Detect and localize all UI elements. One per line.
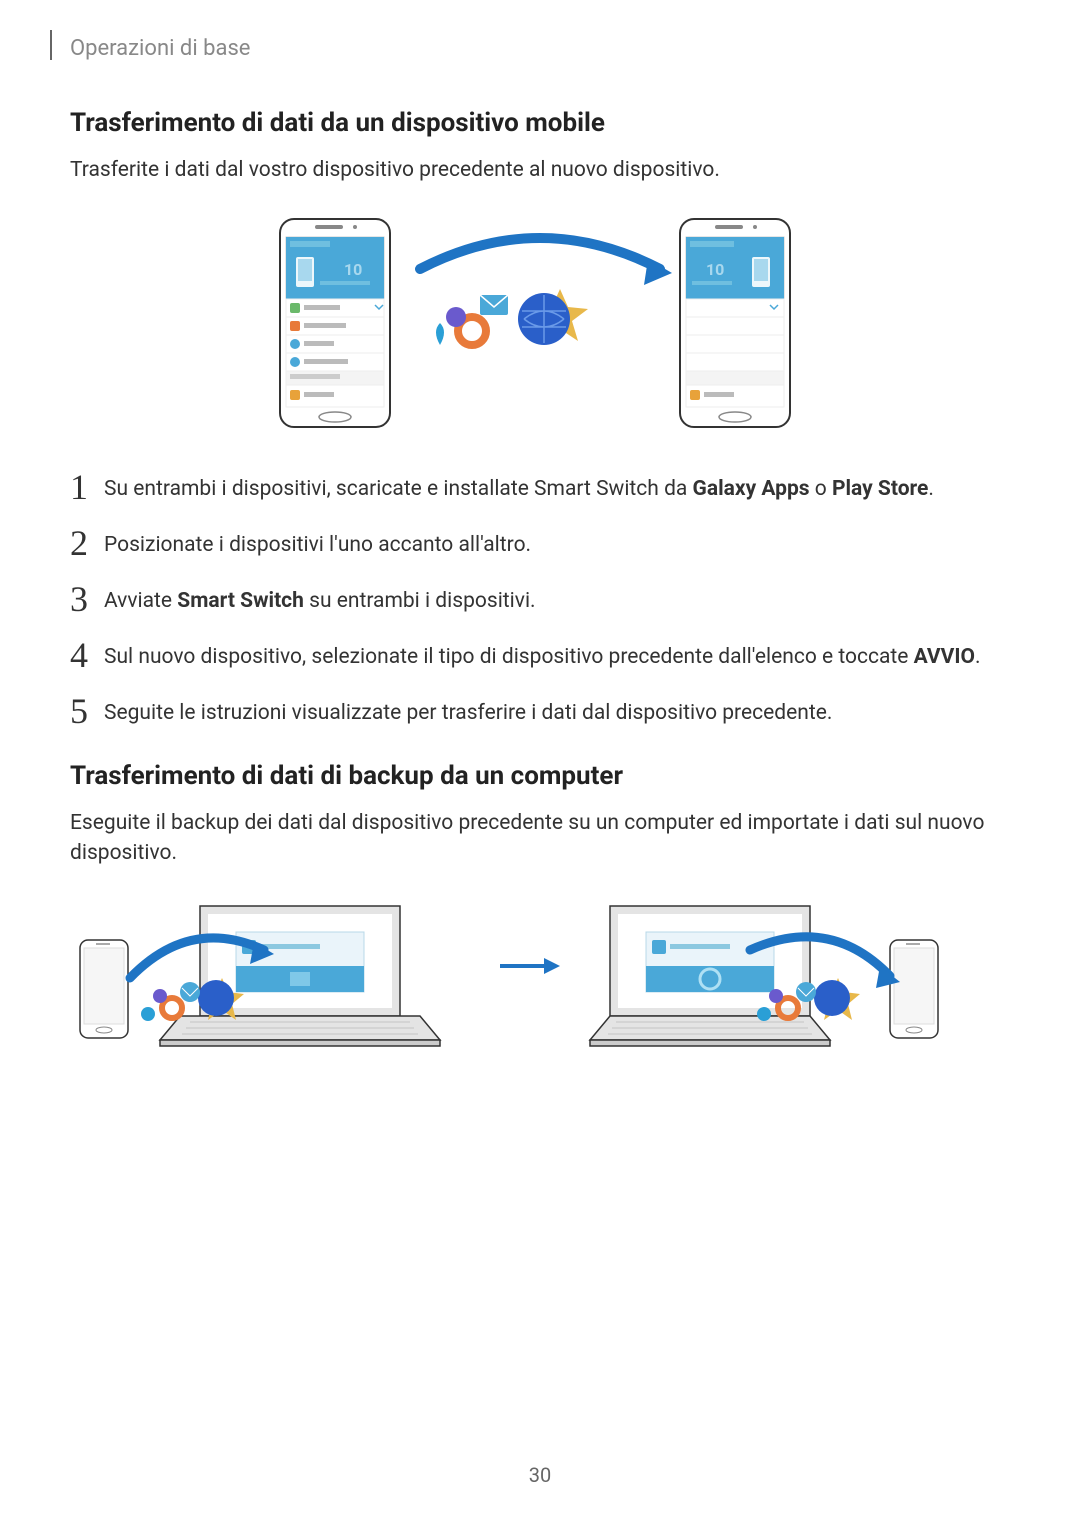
breadcrumb: Operazioni di base (70, 36, 250, 61)
step-number: 3 (70, 581, 104, 617)
section2-intro: Eseguite il backup dei dati dal disposit… (70, 809, 1010, 868)
svg-text:10: 10 (344, 260, 362, 279)
page-number: 30 (0, 1463, 1080, 1487)
step-item: 2 Posizionate i dispositivi l'uno accant… (70, 525, 1010, 561)
step-number: 4 (70, 637, 104, 673)
section1-steps: 1 Su entrambi i dispositivi, scaricate e… (70, 469, 1010, 729)
step-item: 3 Avviate Smart Switch su entrambi i dis… (70, 581, 1010, 617)
step-text: Posizionate i dispositivi l'uno accanto … (104, 525, 531, 559)
step-item: 5 Seguite le istruzioni visualizzate per… (70, 693, 1010, 729)
section2-title: Trasferimento di dati di backup da un co… (70, 761, 1010, 791)
step-number: 5 (70, 693, 104, 729)
step-number: 2 (70, 525, 104, 561)
svg-text:10: 10 (706, 260, 724, 279)
step-text: Avviate Smart Switch su entrambi i dispo… (104, 581, 536, 615)
section1-title: Trasferimento di dati da un dispositivo … (70, 108, 1010, 138)
step-text: Seguite le istruzioni visualizzate per t… (104, 693, 832, 727)
section2-illustration (70, 896, 1010, 1056)
section1-illustration: 10 (70, 213, 1010, 433)
section1-intro: Trasferite i dati dal vostro dispositivo… (70, 156, 1010, 185)
header-divider (50, 30, 52, 60)
step-text: Su entrambi i dispositivi, scaricate e i… (104, 469, 934, 503)
step-item: 1 Su entrambi i dispositivi, scaricate e… (70, 469, 1010, 505)
step-number: 1 (70, 469, 104, 505)
step-item: 4 Sul nuovo dispositivo, selezionate il … (70, 637, 1010, 673)
page-content: Trasferimento di dati da un dispositivo … (70, 108, 1010, 1092)
step-text: Sul nuovo dispositivo, selezionate il ti… (104, 637, 981, 671)
section2: Trasferimento di dati di backup da un co… (70, 761, 1010, 1056)
